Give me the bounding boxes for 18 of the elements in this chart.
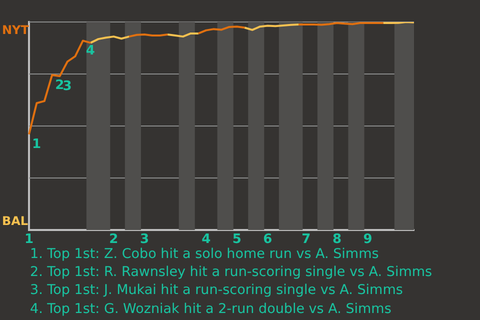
x-tick-label: 7 <box>302 232 311 248</box>
text: 2. Top 1st: R. Rawnsley hit a run-scoring single vs A. Simms <box>30 263 432 282</box>
text: 1. Top 1st: Z. Cobo hit a solo home run vs A. Simms <box>30 245 380 264</box>
text: 3. Top 1st: J. Mukai hit a run-scoring single vs A. Simms <box>30 281 404 300</box>
x-tick-label: 3 <box>140 232 150 248</box>
annotation: 4 <box>86 44 95 59</box>
annotation: 2 <box>55 78 64 93</box>
x-tick-label: 6 <box>263 232 272 248</box>
annotation: 3 <box>62 78 72 94</box>
x-tick-label: 5 <box>232 232 242 248</box>
x-tick-label: 2 <box>109 232 118 248</box>
x-tick-label: 4 <box>202 232 211 248</box>
x-tick-label: 1 <box>24 232 34 248</box>
x-tick-label: 9 <box>363 232 372 248</box>
annotation: 1 <box>32 137 42 152</box>
text: 4. Top 1st: G. Wozniak hit a 2-run double vs A. Simms <box>30 300 392 318</box>
x-tick-label: 8 <box>332 232 342 248</box>
text: BAL <box>2 214 28 228</box>
